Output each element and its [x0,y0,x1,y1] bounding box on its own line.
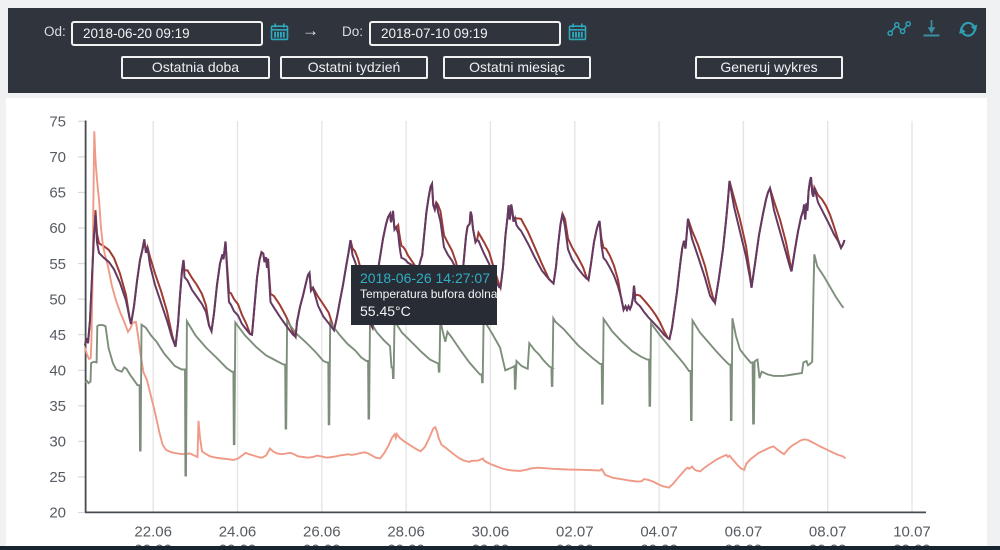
svg-text:65: 65 [49,185,66,202]
svg-text:10.07: 10.07 [893,524,931,541]
svg-text:04.07: 04.07 [640,524,678,541]
svg-text:26.06: 26.06 [303,524,341,541]
svg-text:00:00: 00:00 [893,542,931,547]
svg-text:00:00: 00:00 [556,542,594,547]
svg-text:55: 55 [49,256,66,273]
svg-text:24.06: 24.06 [219,524,257,541]
svg-text:25: 25 [49,469,66,486]
svg-text:70: 70 [49,149,66,166]
svg-text:20: 20 [49,505,66,522]
svg-text:06.07: 06.07 [725,524,763,541]
svg-text:00:00: 00:00 [725,542,763,547]
svg-text:30: 30 [49,434,66,451]
svg-text:00:00: 00:00 [809,542,847,547]
svg-text:22.06: 22.06 [134,524,172,541]
svg-text:00:00: 00:00 [303,542,341,547]
svg-text:40: 40 [49,363,66,380]
svg-text:00:00: 00:00 [640,542,678,547]
svg-text:50: 50 [49,291,66,308]
svg-text:00:00: 00:00 [219,542,257,547]
svg-text:75: 75 [49,114,66,131]
svg-text:08.07: 08.07 [809,524,847,541]
svg-text:00:00: 00:00 [387,542,425,547]
svg-text:35: 35 [49,398,66,415]
svg-text:02.07: 02.07 [556,524,594,541]
svg-text:60: 60 [49,220,66,237]
svg-text:28.06: 28.06 [387,524,425,541]
svg-text:30.06: 30.06 [472,524,510,541]
svg-text:00:00: 00:00 [472,542,510,547]
svg-text:00:00: 00:00 [134,542,172,547]
svg-text:45: 45 [49,327,66,344]
